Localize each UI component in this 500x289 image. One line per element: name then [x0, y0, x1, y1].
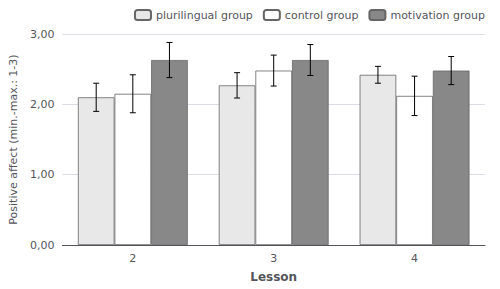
- svg-text:Positive affect (min.-max.: 1-: Positive affect (min.-max.: 1-3): [7, 54, 20, 224]
- svg-text:control group: control group: [285, 9, 359, 22]
- svg-text:plurilingual group: plurilingual group: [156, 9, 253, 22]
- svg-text:4: 4: [411, 252, 418, 265]
- svg-text:2: 2: [129, 252, 136, 265]
- svg-text:motivation group: motivation group: [390, 9, 485, 22]
- svg-text:3,00: 3,00: [30, 28, 55, 41]
- svg-text:3: 3: [270, 252, 277, 265]
- svg-text:0,00: 0,00: [30, 239, 55, 252]
- svg-text:2,00: 2,00: [30, 98, 55, 111]
- svg-text:Lesson: Lesson: [250, 270, 297, 284]
- svg-text:1,00: 1,00: [30, 168, 55, 181]
